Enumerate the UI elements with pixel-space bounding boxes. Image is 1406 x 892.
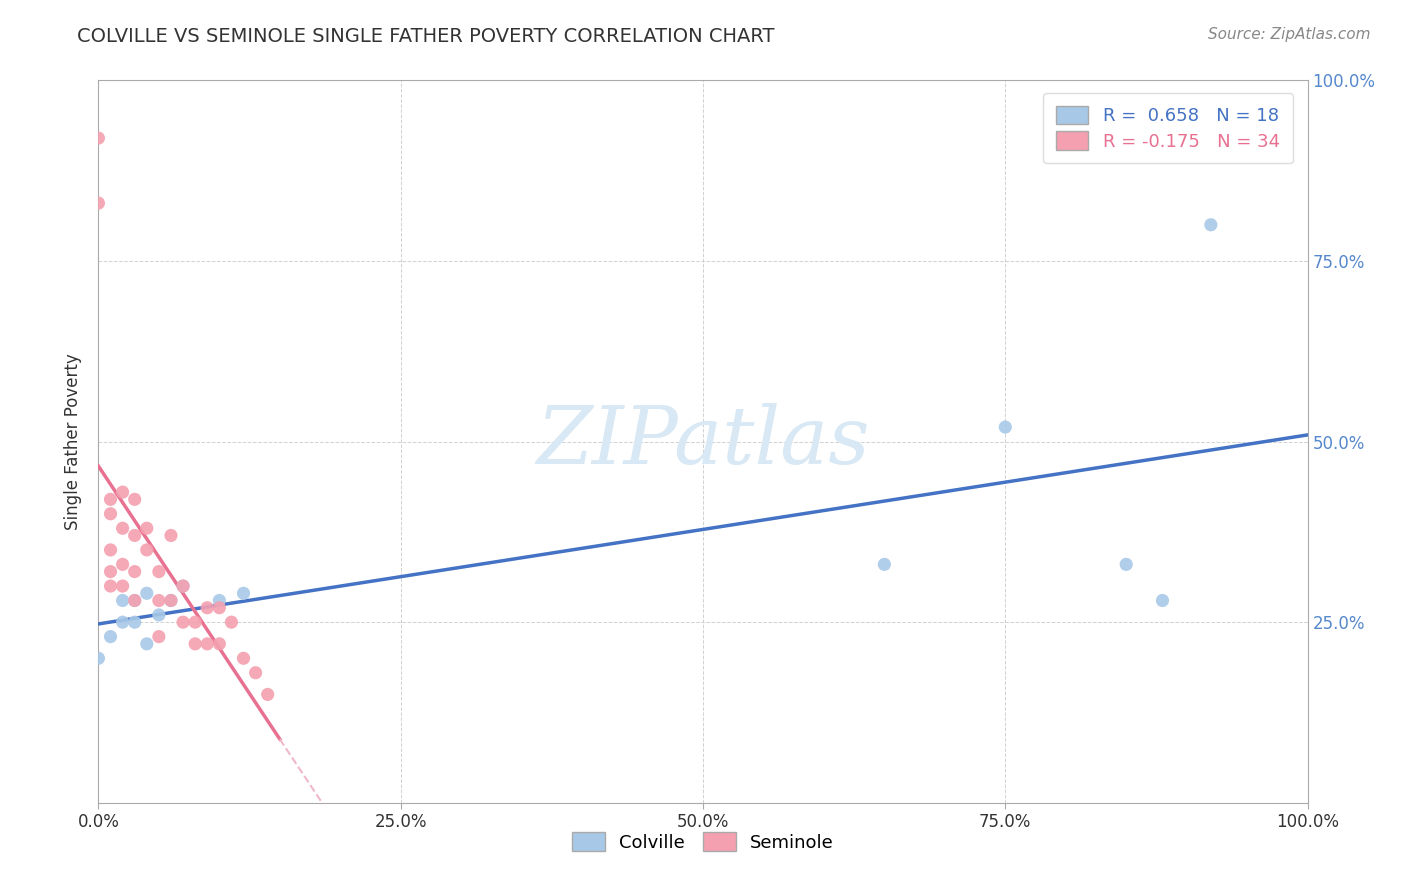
Point bbox=[124, 528, 146, 542]
Point bbox=[111, 579, 134, 593]
Point bbox=[87, 131, 110, 145]
Y-axis label: Single Father Poverty: Single Father Poverty bbox=[65, 353, 83, 530]
Point bbox=[135, 542, 157, 557]
Point bbox=[1152, 593, 1174, 607]
Point bbox=[100, 565, 122, 579]
Point bbox=[100, 492, 122, 507]
Point bbox=[160, 593, 183, 607]
Point bbox=[100, 579, 122, 593]
Point bbox=[208, 600, 231, 615]
Point bbox=[208, 637, 231, 651]
Point bbox=[184, 637, 207, 651]
Point bbox=[148, 565, 170, 579]
Point bbox=[195, 600, 218, 615]
Point bbox=[100, 542, 122, 557]
Point bbox=[87, 651, 110, 665]
Point bbox=[135, 637, 157, 651]
Point bbox=[135, 521, 157, 535]
Point bbox=[100, 507, 122, 521]
Point bbox=[172, 579, 194, 593]
Point bbox=[87, 196, 110, 211]
Point bbox=[148, 593, 170, 607]
Point bbox=[111, 615, 134, 630]
Point bbox=[195, 637, 218, 651]
Text: COLVILLE VS SEMINOLE SINGLE FATHER POVERTY CORRELATION CHART: COLVILLE VS SEMINOLE SINGLE FATHER POVER… bbox=[77, 27, 775, 45]
Point bbox=[124, 492, 146, 507]
Point bbox=[148, 630, 170, 644]
Point bbox=[111, 485, 134, 500]
Point bbox=[221, 615, 243, 630]
Point bbox=[160, 528, 183, 542]
Point bbox=[873, 558, 896, 572]
Text: ZIPatlas: ZIPatlas bbox=[536, 403, 870, 480]
Point bbox=[124, 615, 146, 630]
Point bbox=[111, 593, 134, 607]
Point bbox=[172, 615, 194, 630]
Point bbox=[148, 607, 170, 622]
Point bbox=[100, 630, 122, 644]
Legend: Colville, Seminole: Colville, Seminole bbox=[565, 825, 841, 859]
Point bbox=[184, 615, 207, 630]
Point bbox=[124, 593, 146, 607]
Point bbox=[1199, 218, 1222, 232]
Point bbox=[124, 593, 146, 607]
Point bbox=[135, 586, 157, 600]
Point bbox=[232, 586, 254, 600]
Point bbox=[256, 687, 278, 701]
Point bbox=[245, 665, 267, 680]
Text: Source: ZipAtlas.com: Source: ZipAtlas.com bbox=[1208, 27, 1371, 42]
Point bbox=[232, 651, 254, 665]
Point bbox=[111, 521, 134, 535]
Point bbox=[172, 579, 194, 593]
Point bbox=[124, 565, 146, 579]
Point bbox=[160, 593, 183, 607]
Point bbox=[1115, 558, 1137, 572]
Point bbox=[208, 593, 231, 607]
Point bbox=[994, 420, 1017, 434]
Point bbox=[111, 558, 134, 572]
